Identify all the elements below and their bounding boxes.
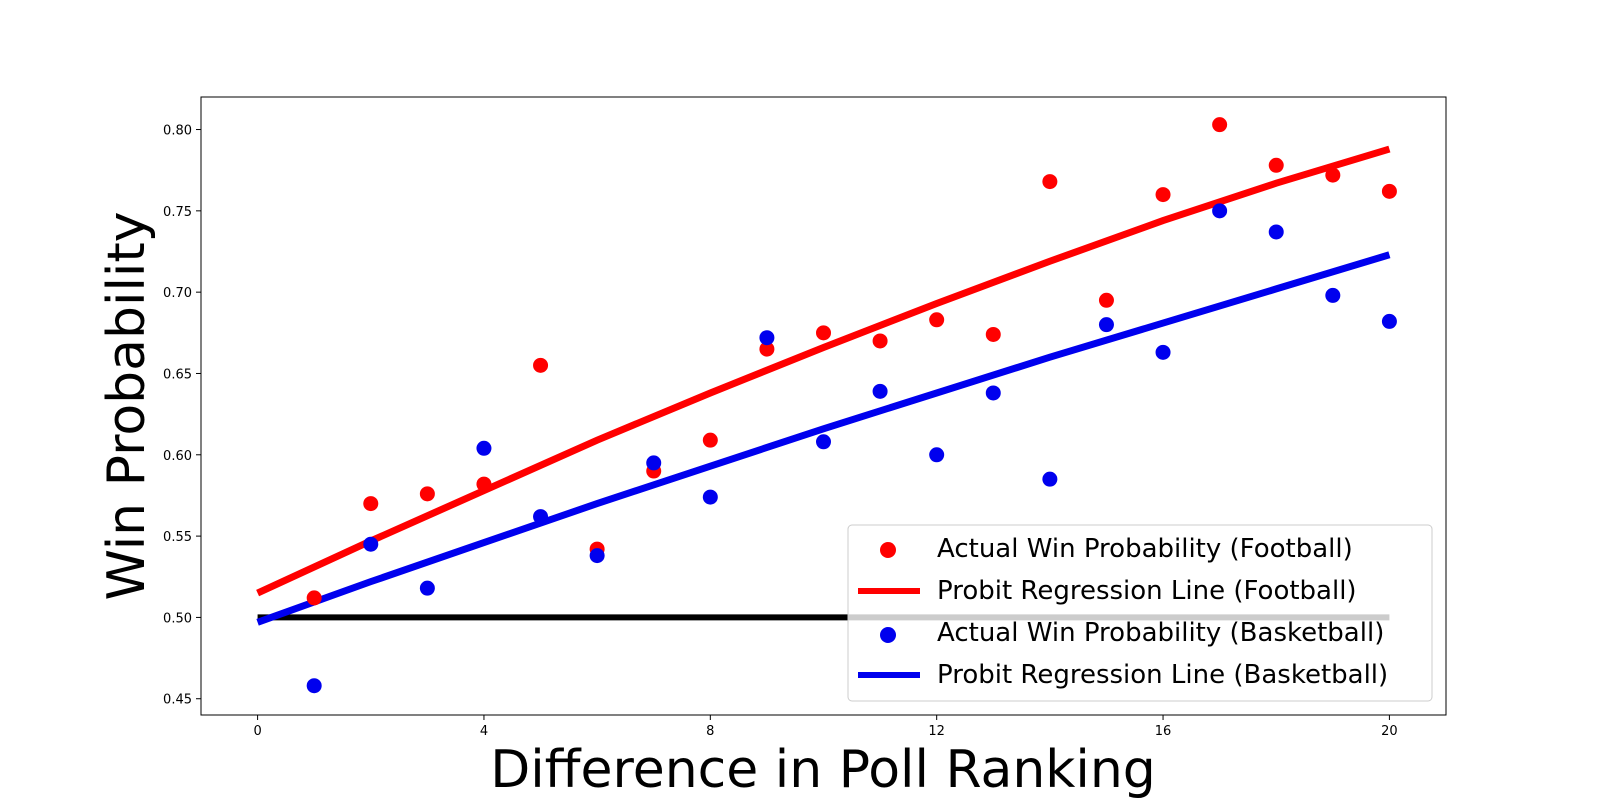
x-axis-ticks: 0 4 8 12 16 20 bbox=[253, 715, 1398, 739]
legend-label-football-line: Probit Regression Line (Football) bbox=[937, 576, 1357, 606]
y-tick-label-6: 0.75 bbox=[163, 205, 192, 220]
legend-label-basketball-line: Probit Regression Line (Basketball) bbox=[937, 660, 1388, 690]
series-2-point-3 bbox=[476, 440, 492, 456]
series-2-point-1 bbox=[363, 536, 379, 552]
x-tick-label-4: 16 bbox=[1155, 724, 1172, 739]
series-2-point-19 bbox=[1381, 313, 1397, 329]
series-2-point-7 bbox=[702, 489, 718, 505]
series-0-point-10 bbox=[872, 333, 888, 349]
y-tick-label-7: 0.80 bbox=[163, 124, 192, 139]
series-0-point-9 bbox=[816, 325, 831, 341]
y-axis-title: Win Probability bbox=[97, 211, 157, 600]
series-line-3 bbox=[256, 251, 1391, 626]
series-0-point-15 bbox=[1155, 187, 1171, 203]
series-2-point-6 bbox=[646, 455, 662, 471]
series-0-point-13 bbox=[1042, 174, 1058, 190]
x-tick-label-2: 8 bbox=[706, 724, 714, 739]
series-2-point-15 bbox=[1155, 344, 1171, 360]
series-0-point-14 bbox=[1098, 292, 1114, 308]
y-tick-label-1: 0.50 bbox=[163, 611, 192, 626]
legend-label-football-actual: Actual Win Probability (Football) bbox=[937, 534, 1353, 564]
series-2-point-16 bbox=[1212, 203, 1228, 219]
series-2-point-14 bbox=[1098, 317, 1114, 333]
plot-points-layer bbox=[306, 117, 1397, 694]
series-0-point-18 bbox=[1325, 167, 1341, 183]
series-2-point-2 bbox=[419, 580, 435, 596]
series-0-point-0 bbox=[306, 590, 322, 606]
y-tick-label-5: 0.70 bbox=[163, 286, 192, 301]
y-axis-ticks: 0.45 0.50 0.55 0.60 0.65 0.70 0.75 0.80 bbox=[163, 124, 201, 708]
x-axis-title: Difference in Poll Ranking bbox=[490, 740, 1156, 800]
legend-box bbox=[847, 524, 1433, 702]
x-tick-label-3: 12 bbox=[928, 724, 945, 739]
y-tick-label-2: 0.55 bbox=[163, 530, 192, 545]
x-tick-label-5: 20 bbox=[1381, 724, 1398, 739]
series-2-point-13 bbox=[1042, 471, 1058, 487]
series-2-point-8 bbox=[759, 330, 775, 346]
y-tick-label-0: 0.45 bbox=[163, 693, 192, 708]
x-tick-label-1: 4 bbox=[480, 724, 488, 739]
series-0-point-7 bbox=[702, 432, 718, 448]
series-0-point-11 bbox=[929, 312, 945, 328]
y-tick-label-3: 0.60 bbox=[163, 449, 192, 464]
series-0-point-4 bbox=[533, 357, 549, 373]
series-2-point-12 bbox=[985, 385, 1001, 401]
series-2-point-5 bbox=[589, 548, 605, 564]
series-0-point-17 bbox=[1268, 157, 1284, 173]
series-0-point-19 bbox=[1381, 183, 1397, 199]
series-0-point-16 bbox=[1212, 117, 1228, 133]
legend-label-basketball-actual: Actual Win Probability (Basketball) bbox=[937, 618, 1384, 648]
series-2-point-18 bbox=[1325, 287, 1341, 303]
legend-marker-basketball-actual bbox=[880, 627, 896, 643]
series-2-point-0 bbox=[306, 678, 322, 694]
series-2-point-17 bbox=[1268, 224, 1284, 240]
series-0-point-3 bbox=[476, 476, 492, 492]
y-tick-label-4: 0.65 bbox=[163, 367, 192, 382]
series-line-1 bbox=[256, 145, 1391, 597]
series-2-point-9 bbox=[816, 434, 831, 450]
series-2-point-11 bbox=[929, 447, 945, 463]
series-0-point-12 bbox=[985, 326, 1001, 342]
series-0-point-8 bbox=[759, 341, 775, 357]
series-0-point-2 bbox=[419, 486, 435, 502]
legend-marker-football-actual bbox=[880, 542, 896, 558]
plot-frame bbox=[200, 96, 1447, 716]
legend: Actual Win Probability (Football) Probit… bbox=[847, 524, 1433, 702]
series-2-point-10 bbox=[872, 383, 888, 399]
series-2-point-4 bbox=[533, 509, 549, 525]
x-tick-label-0: 0 bbox=[253, 724, 261, 739]
series-0-point-1 bbox=[363, 496, 379, 512]
